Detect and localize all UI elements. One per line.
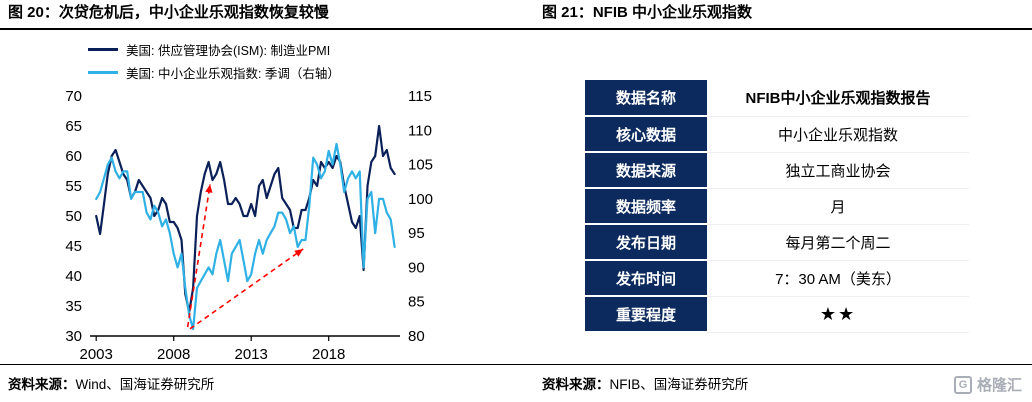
right-axis-tick-label: 105 — [408, 157, 433, 174]
source-note-left: 资料来源：Wind、国海证券研究所 — [0, 373, 516, 393]
source-prefix: 资料来源： — [542, 377, 610, 392]
source-body: Wind、国海证券研究所 — [75, 377, 215, 392]
left-axis-tick-label: 50 — [65, 208, 82, 225]
trend-arrow-head — [205, 184, 213, 193]
series-line — [95, 142, 396, 331]
table-row: 发布时间 7：30 AM（美东） — [585, 260, 969, 297]
left-axis-tick-label: 55 — [65, 178, 82, 195]
row-label: 数据频率 — [585, 188, 707, 225]
legend-line-swatch-navy — [88, 48, 118, 51]
row-value: 中小企业乐观指数 — [707, 116, 969, 153]
row-label: 重要程度 — [585, 296, 707, 333]
importance-stars: ★★ — [707, 296, 969, 333]
table-row: 数据名称 NFIB中小企业乐观指数报告 — [585, 80, 969, 117]
row-label: 发布时间 — [585, 260, 707, 297]
figure-header: 图 20：次贷危机后，中小企业乐观指数恢复较慢 图 21：NFIB 中小企业乐观… — [0, 0, 1032, 30]
legend-line-swatch-lightblue — [88, 71, 118, 74]
right-axis-tick-label: 85 — [408, 294, 425, 311]
row-label: 核心数据 — [585, 116, 707, 153]
figure-content: 美国: 供应管理协会(ISM): 制造业PMI 美国: 中小企业乐观指数: 季调… — [0, 30, 1032, 368]
x-axis-tick-label: 2018 — [312, 346, 345, 363]
trend-arrow — [189, 248, 304, 330]
source-prefix: 资料来源： — [8, 377, 76, 392]
row-label: 数据名称 — [585, 80, 707, 117]
source-footer: 资料来源：Wind、国海证券研究所 资料来源：NFIB、国海证券研究所 — [0, 364, 1032, 393]
table-row: 核心数据 中小企业乐观指数 — [585, 116, 969, 153]
source-note-right: 资料来源：NFIB、国海证券研究所 — [516, 373, 1032, 393]
row-value: 月 — [707, 188, 969, 225]
right-axis-tick-label: 110 — [408, 122, 432, 139]
right-axis-tick-label: 80 — [408, 328, 425, 345]
table-row: 数据来源 独立工商业协会 — [585, 152, 969, 189]
left-axis-tick-label: 40 — [65, 268, 82, 285]
figure-20-title: 图 20：次贷危机后，中小企业乐观指数恢复较慢 — [8, 4, 329, 21]
chart-panel: 美国: 供应管理协会(ISM): 制造业PMI 美国: 中小企业乐观指数: 季调… — [0, 30, 516, 368]
left-axis-tick-label: 35 — [65, 298, 82, 315]
left-axis-tick-label: 60 — [65, 148, 82, 165]
figure-21-title: 图 21：NFIB 中小企业乐观指数 — [542, 4, 753, 21]
row-value: 每月第二个周二 — [707, 224, 969, 261]
legend-label: 美国: 中小企业乐观指数: 季调（右轴） — [126, 67, 340, 81]
line-chart: 70 65 60 55 50 45 40 35 30 115 110 105 100 95 90 85 80 20… — [65, 88, 433, 363]
legend-item-nfib: 美国: 中小企业乐观指数: 季调（右轴） — [88, 63, 516, 82]
legend-item-ism: 美国: 供应管理协会(ISM): 制造业PMI — [88, 40, 516, 59]
table-row: 重要程度 ★★ — [585, 296, 969, 333]
source-body: NFIB、国海证券研究所 — [609, 377, 749, 392]
gelonghui-logo-text: 格隆汇 — [976, 377, 1022, 394]
right-axis-tick-label: 115 — [408, 88, 432, 105]
left-axis-tick-label: 70 — [65, 88, 82, 105]
x-axis-tick-label: 2008 — [157, 346, 190, 363]
left-axis-tick-label: 45 — [65, 238, 82, 255]
table-row: 发布日期 每月第二个周二 — [585, 224, 969, 261]
row-value: 独立工商业协会 — [707, 152, 969, 189]
right-axis-tick-label: 90 — [408, 259, 425, 276]
trend-arrow-head — [294, 249, 304, 257]
gelonghui-logo-icon: G — [953, 375, 972, 394]
row-value: NFIB中小企业乐观指数报告 — [707, 80, 969, 117]
chart-legend: 美国: 供应管理协会(ISM): 制造业PMI 美国: 中小企业乐观指数: 季调… — [88, 40, 516, 82]
left-axis-tick-label: 30 — [65, 328, 82, 345]
row-label: 发布日期 — [585, 224, 707, 261]
series-line — [95, 124, 396, 314]
left-axis-tick-label: 65 — [65, 118, 82, 135]
trend-arrow — [186, 184, 211, 328]
gelonghui-watermark: G 格隆汇 — [953, 374, 1022, 395]
right-axis-tick-label: 95 — [408, 225, 425, 242]
info-panel: 数据名称 NFIB中小企业乐观指数报告 核心数据 中小企业乐观指数 数据来源 独… — [516, 30, 1032, 368]
x-axis-tick-label: 2013 — [235, 346, 268, 363]
x-axis-tick-label: 2003 — [80, 346, 113, 363]
right-axis-tick-label: 100 — [408, 191, 433, 208]
row-label: 数据来源 — [585, 152, 707, 189]
row-value: 7：30 AM（美东） — [707, 260, 969, 297]
nfib-info-table: 数据名称 NFIB中小企业乐观指数报告 核心数据 中小企业乐观指数 数据来源 独… — [585, 80, 969, 333]
table-row: 数据频率 月 — [585, 188, 969, 225]
legend-label: 美国: 供应管理协会(ISM): 制造业PMI — [126, 44, 331, 58]
